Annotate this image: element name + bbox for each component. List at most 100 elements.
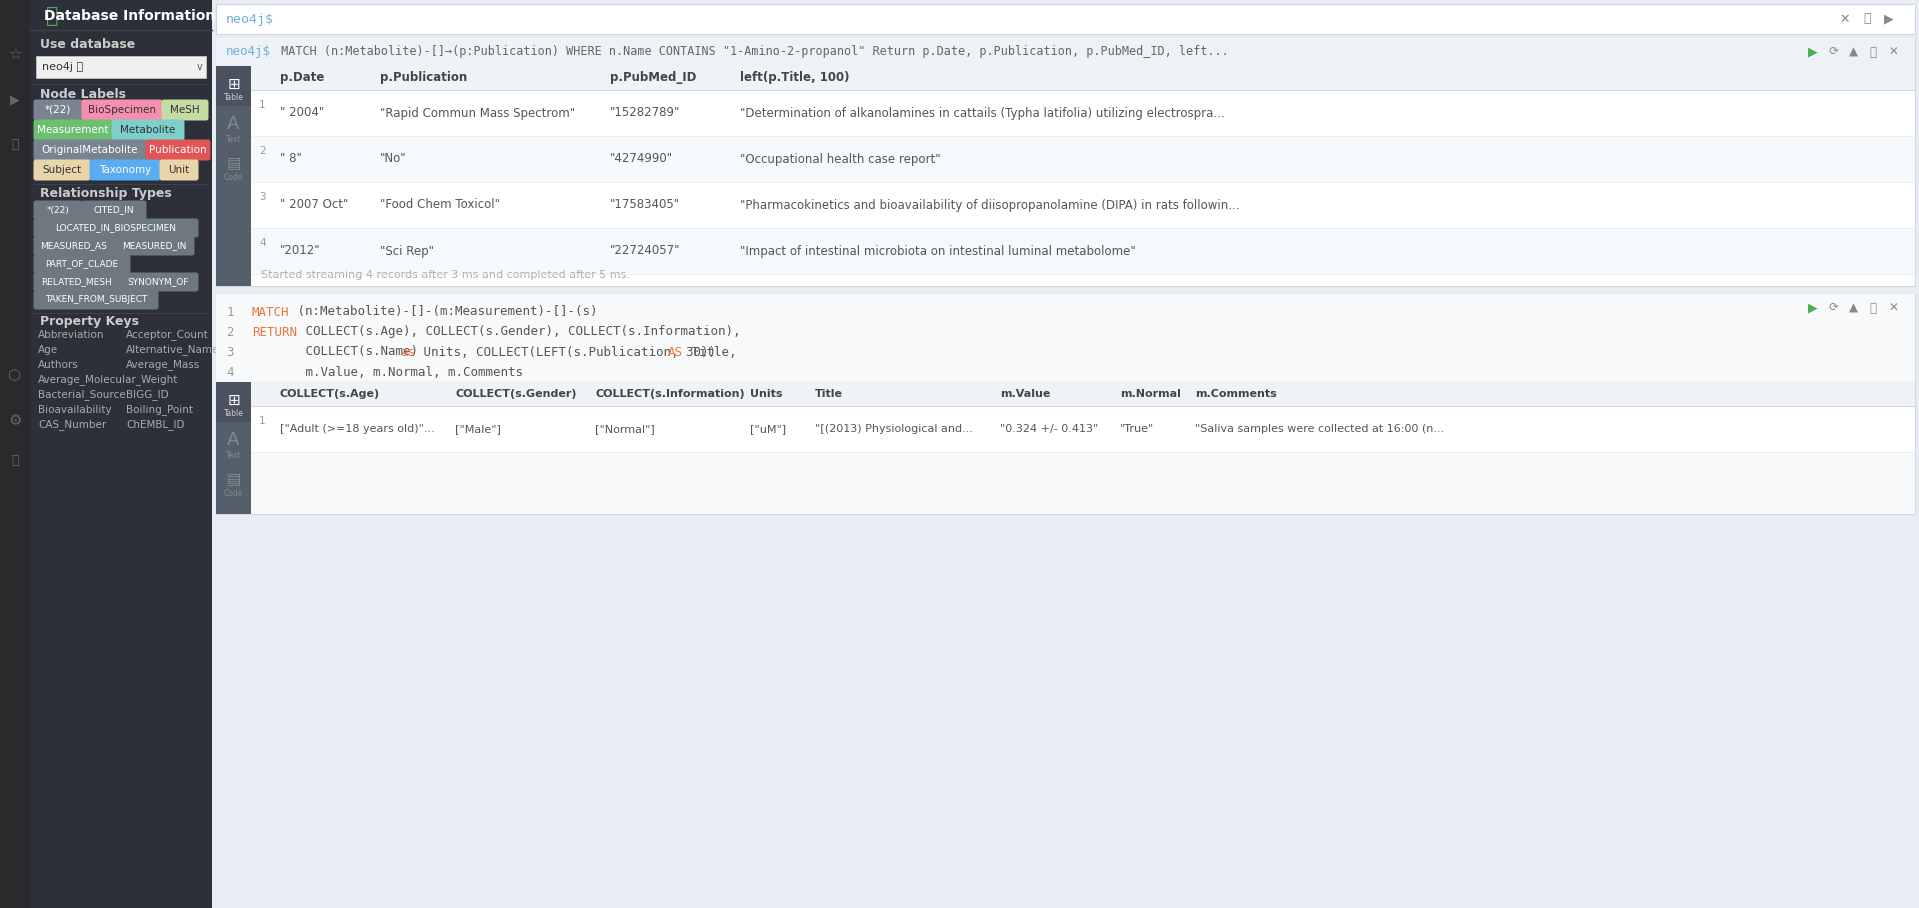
Bar [0, 0, 31, 908]
Text: MEASURED_IN: MEASURED_IN [121, 242, 186, 251]
Bar [251, 182, 1915, 228]
FancyBboxPatch shape [33, 140, 146, 161]
Text: neo4j$: neo4j$ [226, 45, 271, 58]
Text: "Determination of alkanolamines in cattails (Typha latifolia) utilizing electros: "Determination of alkanolamines in catta… [741, 106, 1224, 120]
FancyBboxPatch shape [33, 100, 83, 121]
FancyBboxPatch shape [33, 201, 83, 220]
Text: "Saliva samples were collected at 16:00 (n...: "Saliva samples were collected at 16:00 … [1196, 424, 1445, 434]
Text: " 8": " 8" [280, 153, 301, 165]
Text: ["Male"]: ["Male"] [455, 424, 501, 434]
FancyBboxPatch shape [161, 100, 209, 121]
Text: Abbreviation: Abbreviation [38, 330, 104, 340]
Text: MATCH: MATCH [251, 305, 290, 319]
Bar [217, 38, 1915, 286]
Bar [251, 136, 1915, 182]
Text: RELATED_MESH: RELATED_MESH [40, 278, 111, 287]
Text: ▶: ▶ [1808, 45, 1817, 58]
Bar [211, 0, 1919, 908]
FancyBboxPatch shape [113, 236, 194, 255]
FancyBboxPatch shape [33, 272, 119, 291]
Text: Alternative_Names: Alternative_Names [127, 344, 225, 355]
Text: as: as [399, 346, 415, 359]
Text: "No": "No" [380, 153, 407, 165]
Text: ⤢: ⤢ [1869, 45, 1877, 58]
Text: ⊞: ⊞ [226, 392, 240, 408]
Text: COLLECT(s.Name): COLLECT(s.Name) [238, 346, 426, 359]
Text: " 2007 Oct": " 2007 Oct" [280, 199, 349, 212]
Text: RETURN: RETURN [251, 325, 297, 339]
Text: A: A [226, 115, 240, 133]
Text: MeSH: MeSH [171, 105, 200, 115]
Text: COLLECT(s.Gender): COLLECT(s.Gender) [455, 389, 576, 399]
Text: "Sci Rep": "Sci Rep" [380, 244, 434, 258]
Bar [36, 56, 205, 78]
Bar [217, 294, 1915, 514]
Text: Bioavailability: Bioavailability [38, 405, 111, 415]
Text: Relationship Types: Relationship Types [40, 187, 171, 201]
Text: Title: Title [816, 389, 842, 399]
FancyBboxPatch shape [33, 236, 115, 255]
Text: "17583405": "17583405" [610, 199, 679, 212]
Text: Database Information: Database Information [44, 9, 215, 23]
Text: Node Labels: Node Labels [40, 87, 127, 101]
Text: ✕: ✕ [1888, 301, 1898, 314]
Text: TAKEN_FROM_SUBJECT: TAKEN_FROM_SUBJECT [44, 295, 148, 304]
Text: "15282789": "15282789" [610, 106, 681, 120]
Text: Code: Code [225, 173, 244, 183]
Text: ▶: ▶ [1884, 13, 1894, 25]
Bar [251, 382, 1915, 406]
Bar [217, 382, 251, 422]
FancyBboxPatch shape [33, 254, 130, 273]
Text: " 2004": " 2004" [280, 106, 324, 120]
Text: CITED_IN: CITED_IN [94, 205, 134, 214]
Text: Unit: Unit [169, 165, 190, 175]
FancyBboxPatch shape [81, 201, 146, 220]
Text: Units, COLLECT(LEFT(s.Publication, 30)): Units, COLLECT(LEFT(s.Publication, 30)) [416, 346, 723, 359]
Text: Average_Molecular_Weight: Average_Molecular_Weight [38, 374, 178, 386]
FancyBboxPatch shape [117, 272, 198, 291]
Bar [251, 228, 1915, 274]
Text: 1: 1 [226, 305, 234, 319]
Text: "Food Chem Toxicol": "Food Chem Toxicol" [380, 199, 501, 212]
Text: ▲: ▲ [1848, 45, 1858, 58]
Text: ✕: ✕ [1840, 13, 1850, 25]
Text: 👤: 👤 [12, 453, 19, 467]
Text: Table: Table [223, 409, 244, 418]
Text: ["uM"]: ["uM"] [750, 424, 787, 434]
Text: v: v [198, 62, 203, 72]
Text: p.Publication: p.Publication [380, 72, 466, 84]
Text: Bacterial_Source: Bacterial_Source [38, 390, 125, 400]
Text: m.Normal: m.Normal [1121, 389, 1180, 399]
Text: ⟳: ⟳ [1829, 301, 1838, 314]
Text: ▲: ▲ [1848, 301, 1858, 314]
Text: neo4j$: neo4j$ [226, 13, 274, 25]
Text: 1: 1 [259, 416, 265, 426]
Text: PART_OF_CLADE: PART_OF_CLADE [46, 260, 119, 269]
Text: Text: Text [226, 134, 242, 143]
Text: neo4j 🏠: neo4j 🏠 [42, 62, 83, 72]
Text: ⤢: ⤢ [1869, 301, 1877, 314]
Text: *(22): *(22) [44, 105, 71, 115]
Bar [217, 382, 251, 514]
Text: 3: 3 [259, 192, 265, 202]
Text: "Occupational health case report": "Occupational health case report" [741, 153, 940, 165]
Text: Table: Table [223, 93, 244, 102]
Text: ▶: ▶ [10, 94, 19, 106]
Text: 💬: 💬 [12, 139, 19, 152]
Text: Subject: Subject [42, 165, 83, 175]
Text: "22724057": "22724057" [610, 244, 681, 258]
Text: m.Value: m.Value [1000, 389, 1050, 399]
Text: "Pharmacokinetics and bioavailability of diisopropanolamine (DIPA) in rats follo: "Pharmacokinetics and bioavailability of… [741, 199, 1240, 212]
FancyBboxPatch shape [33, 160, 90, 181]
Text: Taxonomy: Taxonomy [100, 165, 152, 175]
Text: COLLECT(s.Age), COLLECT(s.Gender), COLLECT(s.Information),: COLLECT(s.Age), COLLECT(s.Gender), COLLE… [297, 325, 741, 339]
Text: Boiling_Point: Boiling_Point [127, 405, 194, 416]
Text: 4: 4 [259, 238, 265, 248]
Text: CAS_Number: CAS_Number [38, 419, 106, 430]
Text: COLLECT(s.Age): COLLECT(s.Age) [280, 389, 380, 399]
Text: ▤: ▤ [226, 156, 240, 172]
Text: A: A [226, 431, 240, 449]
Text: ⚙: ⚙ [8, 412, 21, 428]
Text: "True": "True" [1121, 424, 1153, 434]
Bar [217, 38, 1915, 66]
